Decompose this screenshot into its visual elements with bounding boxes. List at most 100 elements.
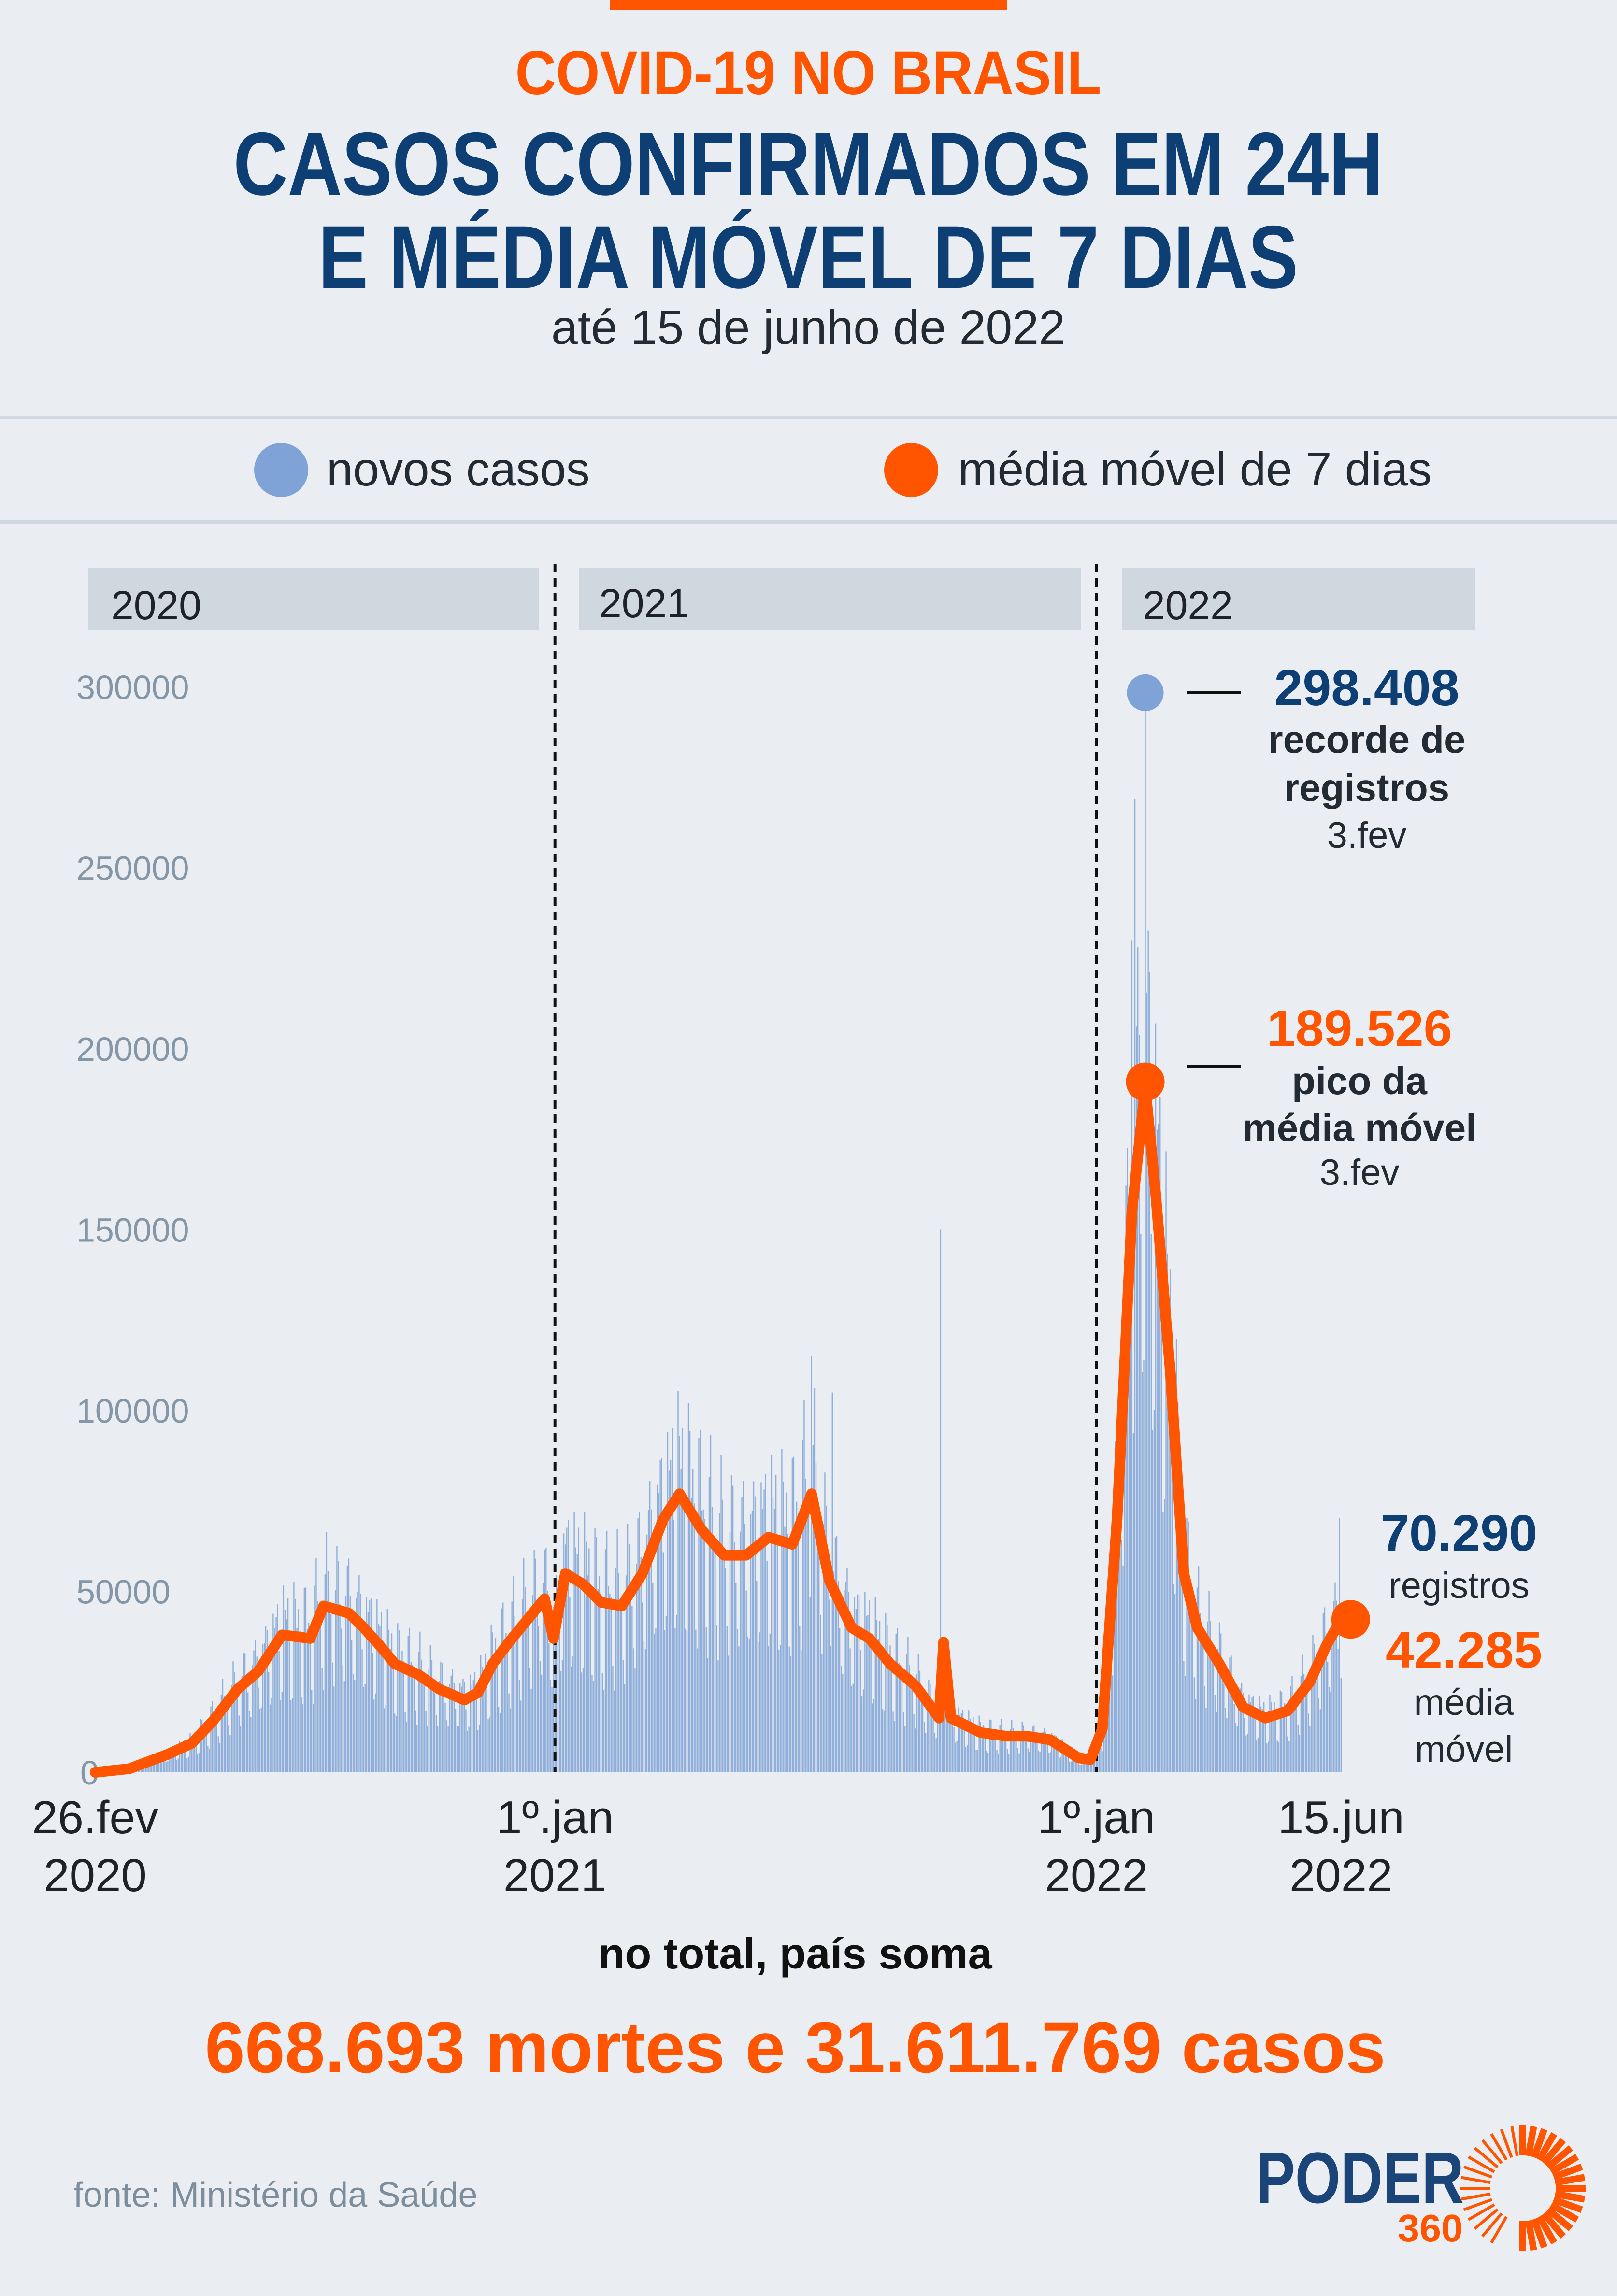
case-bar [298, 1609, 299, 1772]
case-bar [1035, 1733, 1036, 1772]
case-bar [296, 1628, 298, 1772]
case-bar [676, 1615, 677, 1772]
case-bar [1009, 1729, 1011, 1772]
case-bar [698, 1438, 700, 1772]
case-bar [245, 1675, 247, 1772]
case-bar [495, 1638, 497, 1772]
case-bar [1159, 1097, 1161, 1772]
case-bar [1337, 1649, 1339, 1772]
case-bar [603, 1689, 605, 1772]
case-bar [989, 1719, 990, 1772]
case-bar [657, 1484, 658, 1772]
case-bar [507, 1636, 508, 1772]
case-bar [270, 1704, 271, 1772]
case-bar [737, 1629, 738, 1772]
case-bar [968, 1710, 970, 1772]
y-tick-label: 200000 [76, 1030, 189, 1068]
sunburst-icon [1460, 2125, 1586, 2251]
case-bar [1311, 1666, 1312, 1772]
case-bar [227, 1702, 228, 1772]
case-bar [547, 1591, 548, 1772]
case-bar [1253, 1696, 1254, 1772]
case-bar [1333, 1601, 1334, 1772]
case-bar [846, 1568, 848, 1772]
case-bar [685, 1628, 687, 1772]
case-bar [1334, 1582, 1336, 1772]
case-bar [1124, 1324, 1125, 1772]
case-bar [1296, 1696, 1297, 1772]
case-bar [636, 1564, 637, 1772]
case-bar [1250, 1702, 1251, 1772]
case-bar [465, 1709, 467, 1772]
case-bar [462, 1678, 464, 1772]
case-bar [1241, 1683, 1243, 1772]
case-bar [238, 1715, 240, 1772]
case-bar [569, 1597, 571, 1772]
case-bar [925, 1733, 927, 1772]
case-bar [917, 1654, 919, 1772]
sun-ray [1554, 2174, 1586, 2186]
case-bar [244, 1653, 246, 1772]
case-bar [518, 1680, 520, 1772]
x-tick-year: 2021 [503, 1850, 607, 1901]
y-tick-label: 250000 [76, 850, 189, 887]
case-bar [745, 1590, 747, 1772]
case-bar [169, 1749, 170, 1772]
sun-ray [1545, 2207, 1574, 2231]
case-bar [432, 1683, 434, 1772]
case-bar [1198, 1566, 1200, 1772]
x-tick-year: 2022 [1289, 1850, 1393, 1901]
case-bar [1201, 1630, 1202, 1772]
case-bar [1279, 1690, 1281, 1772]
case-bar [585, 1541, 587, 1772]
case-bar [550, 1680, 551, 1772]
case-bar [1225, 1707, 1226, 1772]
case-bar [793, 1456, 795, 1772]
case-bar [1046, 1744, 1048, 1772]
case-bar [1223, 1683, 1225, 1772]
case-bar [1218, 1622, 1220, 1772]
case-bar [959, 1715, 961, 1772]
sun-ray [1525, 2125, 1537, 2157]
case-bar [728, 1655, 730, 1772]
case-bar [1297, 1725, 1299, 1772]
totals-summary: 668.693 mortes e 31.611.769 casos [205, 2007, 1386, 2088]
case-bar [1235, 1723, 1237, 1772]
x-tick-label: 1º.jan [1038, 1792, 1155, 1843]
subtitle: até 15 de junho de 2022 [551, 300, 1065, 355]
case-bar [1275, 1712, 1276, 1772]
case-bar [809, 1597, 811, 1772]
case-bar [523, 1557, 525, 1772]
case-bar [260, 1707, 262, 1772]
case-bar [409, 1627, 411, 1772]
case-bar [323, 1690, 324, 1772]
sun-ray [1531, 2218, 1548, 2249]
case-bar [413, 1668, 415, 1772]
case-bar [223, 1695, 225, 1772]
case-bar [173, 1746, 174, 1772]
case-bar [614, 1690, 615, 1772]
case-bar [576, 1553, 578, 1772]
sun-ray [1474, 2208, 1499, 2230]
case-bar [581, 1672, 583, 1772]
case-bar [634, 1668, 636, 1772]
case-bar [247, 1692, 249, 1772]
case-bar [425, 1711, 427, 1772]
case-bar [525, 1587, 526, 1772]
case-bar [705, 1627, 707, 1772]
logo-word: PODER [1256, 2137, 1464, 2218]
case-bar [197, 1753, 199, 1772]
case-bar [1185, 1676, 1186, 1772]
case-bar [235, 1689, 237, 1772]
case-bar [958, 1707, 959, 1772]
case-bar [1038, 1750, 1039, 1772]
case-bar [447, 1725, 449, 1772]
case-bar [983, 1725, 985, 1772]
case-bar [412, 1665, 414, 1772]
case-bar [456, 1726, 458, 1772]
case-bar [1220, 1633, 1222, 1772]
record-date: 3.fev [1327, 815, 1407, 856]
case-bar [1205, 1708, 1207, 1772]
case-bar [1165, 1151, 1167, 1772]
case-bar [278, 1651, 280, 1772]
